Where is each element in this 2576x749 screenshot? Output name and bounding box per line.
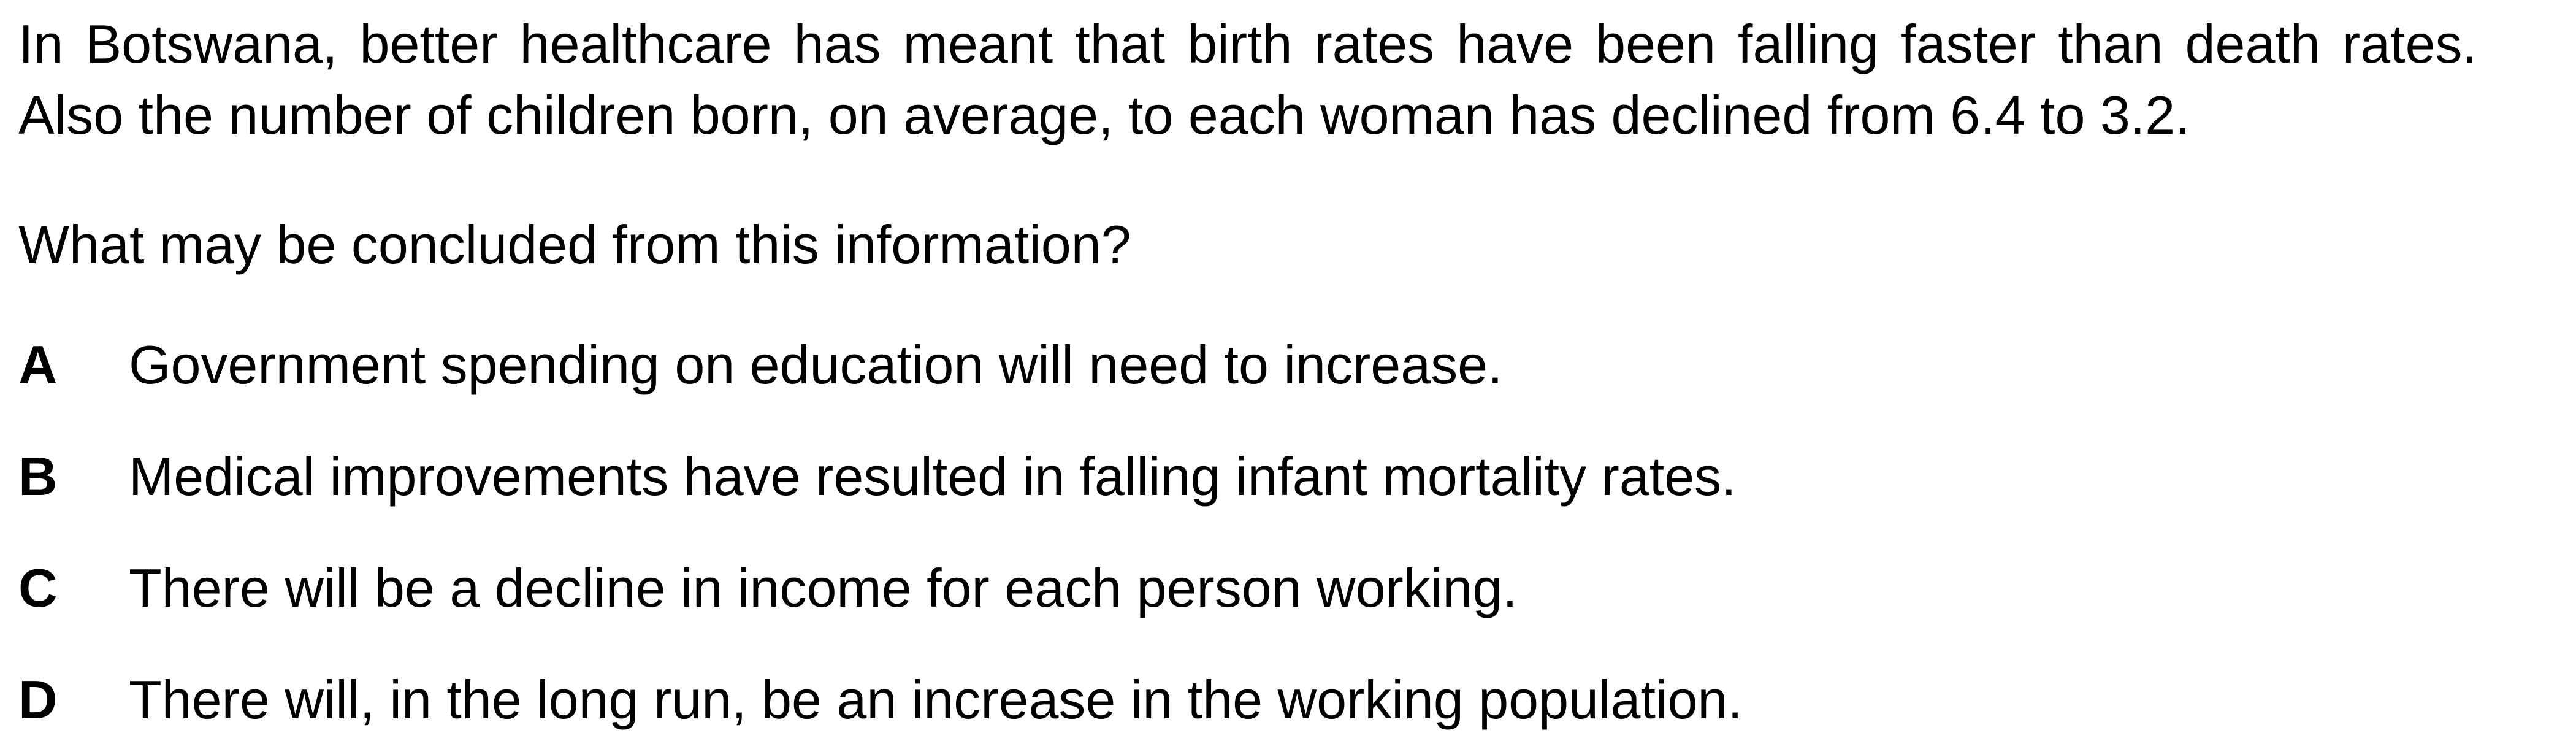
option-d[interactable]: D There will, in the long run, be an inc…: [18, 664, 2576, 736]
option-text: Government spending on education will ne…: [129, 334, 1503, 395]
option-letter: B: [18, 446, 58, 507]
option-a[interactable]: A Government spending on education will …: [18, 329, 2576, 401]
option-letter: C: [18, 558, 58, 618]
option-letter: D: [18, 669, 58, 730]
answer-options: A Government spending on education will …: [18, 329, 2576, 736]
option-text: There will be a decline in income for ea…: [129, 558, 1518, 618]
question-stem: In Botswana, better healthcare has meant…: [18, 13, 2477, 145]
option-letter: A: [18, 334, 58, 395]
option-text: Medical improvements have resulted in fa…: [129, 446, 1737, 507]
question-prompt: What may be concluded from this informat…: [18, 214, 1131, 275]
option-text: There will, in the long run, be an incre…: [129, 669, 1743, 730]
option-c[interactable]: C There will be a decline in income for …: [18, 553, 2576, 624]
option-b[interactable]: B Medical improvements have resulted in …: [18, 441, 2576, 512]
